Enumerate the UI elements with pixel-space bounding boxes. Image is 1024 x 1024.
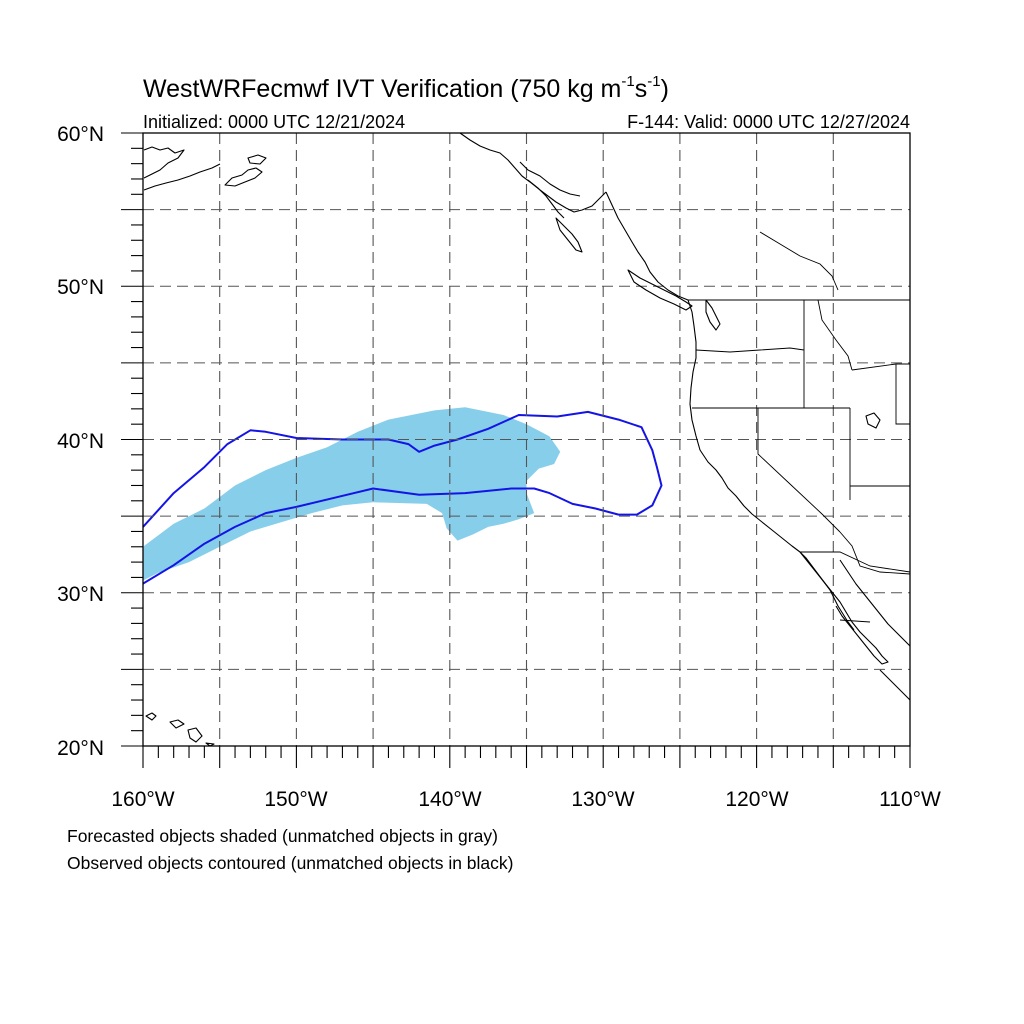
se-alaska-inlets bbox=[519, 161, 581, 197]
gulf-of-california bbox=[839, 559, 911, 647]
mexico-mainland-coast bbox=[879, 669, 911, 701]
lon-label-120w: 120°W bbox=[725, 788, 788, 811]
haida-gwaii bbox=[555, 217, 583, 253]
lon-label-150w: 150°W bbox=[264, 788, 327, 811]
great-salt-lake bbox=[865, 412, 881, 429]
canada-interior-border bbox=[759, 231, 839, 291]
colorado-border bbox=[895, 364, 910, 425]
political-borders bbox=[688, 231, 911, 623]
map-title: WestWRFecmwf IVT Verification (750 kg m-… bbox=[143, 73, 669, 103]
washington-oregon-border bbox=[695, 347, 805, 353]
lat-label-30n: 30°N bbox=[57, 583, 104, 606]
hawaii-islet bbox=[205, 742, 215, 747]
lat-lon-grid bbox=[143, 133, 910, 746]
lat-label-40n: 40°N bbox=[57, 430, 104, 453]
axis-ticks bbox=[121, 132, 911, 768]
valid-label: F-144: Valid: 0000 UTC 12/27/2024 bbox=[627, 112, 910, 132]
title-sup1: -1 bbox=[621, 73, 634, 90]
lon-label-140w: 140°W bbox=[418, 788, 481, 811]
observed-object-contour-0 bbox=[142, 410, 663, 585]
baja-california bbox=[799, 551, 889, 665]
lon-label-130w: 130°W bbox=[571, 788, 634, 811]
us-mexico-border bbox=[800, 551, 911, 573]
alaska-islands bbox=[247, 154, 267, 165]
title-mid: s bbox=[635, 75, 648, 103]
bc-coast bbox=[605, 191, 689, 301]
legend-forecast-text: Forecasted objects shaded (unmatched obj… bbox=[67, 826, 498, 846]
title-sup2: -1 bbox=[647, 73, 660, 90]
title-end: ) bbox=[661, 75, 669, 103]
arizona-border bbox=[839, 531, 911, 575]
wyoming-border bbox=[851, 363, 910, 371]
kodiak-island bbox=[224, 167, 263, 187]
montana-idaho-border bbox=[817, 299, 853, 371]
hawaii-maui bbox=[169, 719, 185, 729]
lat-label-60n: 60°N bbox=[57, 123, 104, 146]
forecast-objects-layer bbox=[142, 407, 663, 585]
se-alaska-islands bbox=[527, 179, 565, 219]
legend-observed-text: Observed objects contoured (unmatched ob… bbox=[67, 853, 514, 873]
vancouver-island bbox=[627, 269, 693, 311]
puget-sound bbox=[705, 299, 721, 331]
hawaii-big-island bbox=[187, 727, 203, 743]
lat-axis-labels: 60°N 50°N 40°N 30°N 20°N bbox=[57, 123, 104, 760]
lon-axis-labels: 160°W 150°W 140°W 130°W 120°W 110°W bbox=[111, 788, 941, 811]
title-main: WestWRFecmwf IVT Verification (750 kg m bbox=[143, 75, 621, 103]
lon-label-160w: 160°W bbox=[111, 788, 174, 811]
initialized-label: Initialized: 0000 UTC 12/21/2024 bbox=[143, 112, 405, 132]
lat-label-50n: 50°N bbox=[57, 276, 104, 299]
coastlines bbox=[143, 132, 911, 747]
lat-label-20n: 20°N bbox=[57, 737, 104, 760]
nevada-california-border bbox=[757, 408, 841, 533]
mexico-state-border bbox=[839, 619, 871, 623]
alaska-coast bbox=[143, 146, 185, 179]
alaska-coast-south bbox=[143, 163, 221, 191]
hawaii-oahu bbox=[145, 712, 157, 721]
lon-label-110w: 110°W bbox=[879, 788, 941, 811]
